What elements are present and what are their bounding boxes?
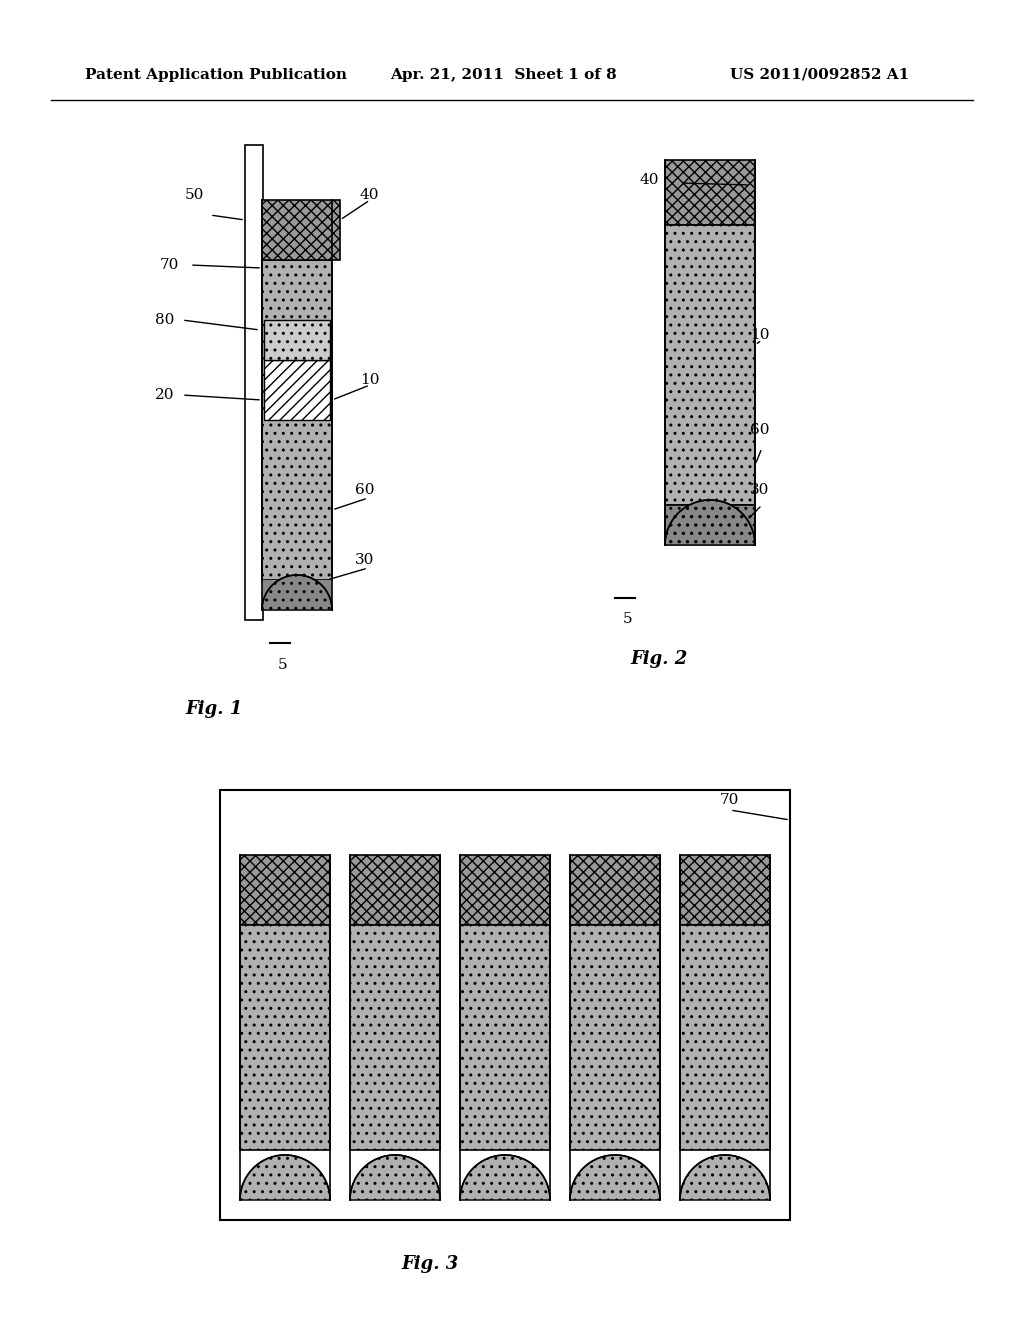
Bar bbox=[680, 925, 770, 1150]
Text: 70: 70 bbox=[720, 793, 739, 807]
Text: Fig. 3: Fig. 3 bbox=[401, 1255, 459, 1272]
Bar bbox=[240, 925, 330, 1150]
Text: 30: 30 bbox=[355, 553, 375, 568]
Polygon shape bbox=[240, 1155, 330, 1200]
Polygon shape bbox=[460, 1155, 550, 1200]
Bar bbox=[665, 160, 755, 224]
Bar bbox=[570, 855, 660, 925]
Bar bbox=[264, 319, 330, 360]
Bar bbox=[460, 925, 550, 1150]
Bar bbox=[665, 224, 755, 506]
Polygon shape bbox=[350, 1155, 440, 1200]
Bar bbox=[350, 855, 440, 925]
Bar bbox=[240, 855, 330, 925]
Polygon shape bbox=[570, 1155, 660, 1200]
Text: 20: 20 bbox=[155, 388, 174, 403]
Bar bbox=[350, 925, 440, 1150]
Text: Fig. 1: Fig. 1 bbox=[185, 700, 243, 718]
Bar bbox=[350, 855, 440, 925]
Bar bbox=[264, 319, 330, 360]
Bar bbox=[680, 855, 770, 925]
Bar bbox=[570, 925, 660, 1150]
Text: 40: 40 bbox=[640, 173, 659, 187]
Bar bbox=[460, 925, 550, 1150]
Bar bbox=[570, 855, 660, 925]
Polygon shape bbox=[680, 1155, 770, 1200]
Bar bbox=[570, 925, 660, 1150]
Bar bbox=[240, 925, 330, 1150]
Text: 30: 30 bbox=[750, 483, 769, 498]
Bar bbox=[665, 506, 755, 545]
Bar bbox=[350, 925, 440, 1150]
Text: Patent Application Publication: Patent Application Publication bbox=[85, 69, 347, 82]
Text: 70: 70 bbox=[160, 257, 179, 272]
Bar bbox=[264, 360, 330, 420]
Bar bbox=[262, 201, 340, 260]
Bar bbox=[665, 224, 755, 506]
Bar bbox=[680, 855, 770, 925]
Bar bbox=[220, 789, 790, 1220]
Bar bbox=[680, 925, 770, 1150]
Text: Apr. 21, 2011  Sheet 1 of 8: Apr. 21, 2011 Sheet 1 of 8 bbox=[390, 69, 616, 82]
Bar bbox=[245, 145, 263, 620]
Text: 50: 50 bbox=[185, 187, 205, 202]
Text: 10: 10 bbox=[360, 374, 380, 387]
Text: 40: 40 bbox=[360, 187, 380, 202]
Bar bbox=[665, 160, 755, 224]
Bar bbox=[264, 360, 330, 420]
Bar bbox=[262, 260, 332, 579]
Text: US 2011/0092852 A1: US 2011/0092852 A1 bbox=[730, 69, 909, 82]
Bar bbox=[665, 506, 755, 545]
Polygon shape bbox=[262, 576, 332, 610]
Text: 5: 5 bbox=[279, 657, 288, 672]
Bar bbox=[460, 855, 550, 925]
Text: 60: 60 bbox=[355, 483, 375, 498]
Text: 60: 60 bbox=[750, 422, 769, 437]
Text: 10: 10 bbox=[750, 327, 769, 342]
Bar bbox=[240, 855, 330, 925]
Bar bbox=[460, 855, 550, 925]
Text: Fig. 2: Fig. 2 bbox=[630, 649, 687, 668]
Text: 5: 5 bbox=[624, 612, 633, 626]
Bar bbox=[262, 201, 340, 260]
Bar bbox=[262, 260, 332, 579]
Polygon shape bbox=[665, 500, 755, 545]
Text: 80: 80 bbox=[155, 313, 174, 327]
Bar bbox=[262, 579, 332, 610]
